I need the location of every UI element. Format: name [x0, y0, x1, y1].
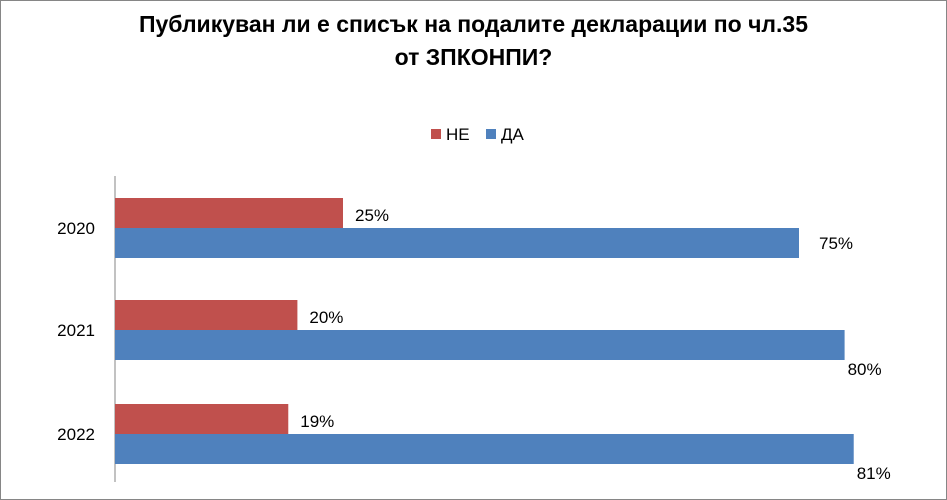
data-label-da-2021: 80% [848, 360, 882, 379]
legend-swatch-da [486, 129, 496, 139]
bar-ne-2022 [115, 404, 289, 434]
legend: НЕ ДА [431, 125, 525, 144]
data-label-da-2020: 75% [819, 234, 853, 253]
category-label-2021: 2021 [57, 321, 95, 340]
category-label-2020: 2020 [57, 219, 95, 238]
bars-group: 2020 25% 75% 2021 20% 80% 2022 19% 81% [57, 198, 891, 483]
data-label-ne-2022: 19% [300, 412, 334, 431]
legend-swatch-ne [431, 129, 441, 139]
chart-title-line-1: Публикуван ли е списък на подалите декла… [138, 11, 809, 37]
bar-da-2022 [115, 434, 854, 464]
bar-ne-2020 [115, 198, 343, 228]
data-label-ne-2020: 25% [355, 206, 389, 225]
data-label-ne-2021: 20% [309, 308, 343, 327]
category-label-2022: 2022 [57, 425, 95, 444]
bar-da-2021 [115, 330, 845, 360]
chart-title: Публикуван ли е списък на подалите декла… [0, 8, 947, 74]
bar-da-2020 [115, 228, 799, 258]
legend-label-da: ДА [501, 125, 525, 144]
data-label-da-2022: 81% [857, 464, 891, 483]
legend-label-ne: НЕ [446, 125, 470, 144]
bar-ne-2021 [115, 300, 298, 330]
chart-title-line-2: от ЗПКОНПИ? [394, 44, 553, 70]
